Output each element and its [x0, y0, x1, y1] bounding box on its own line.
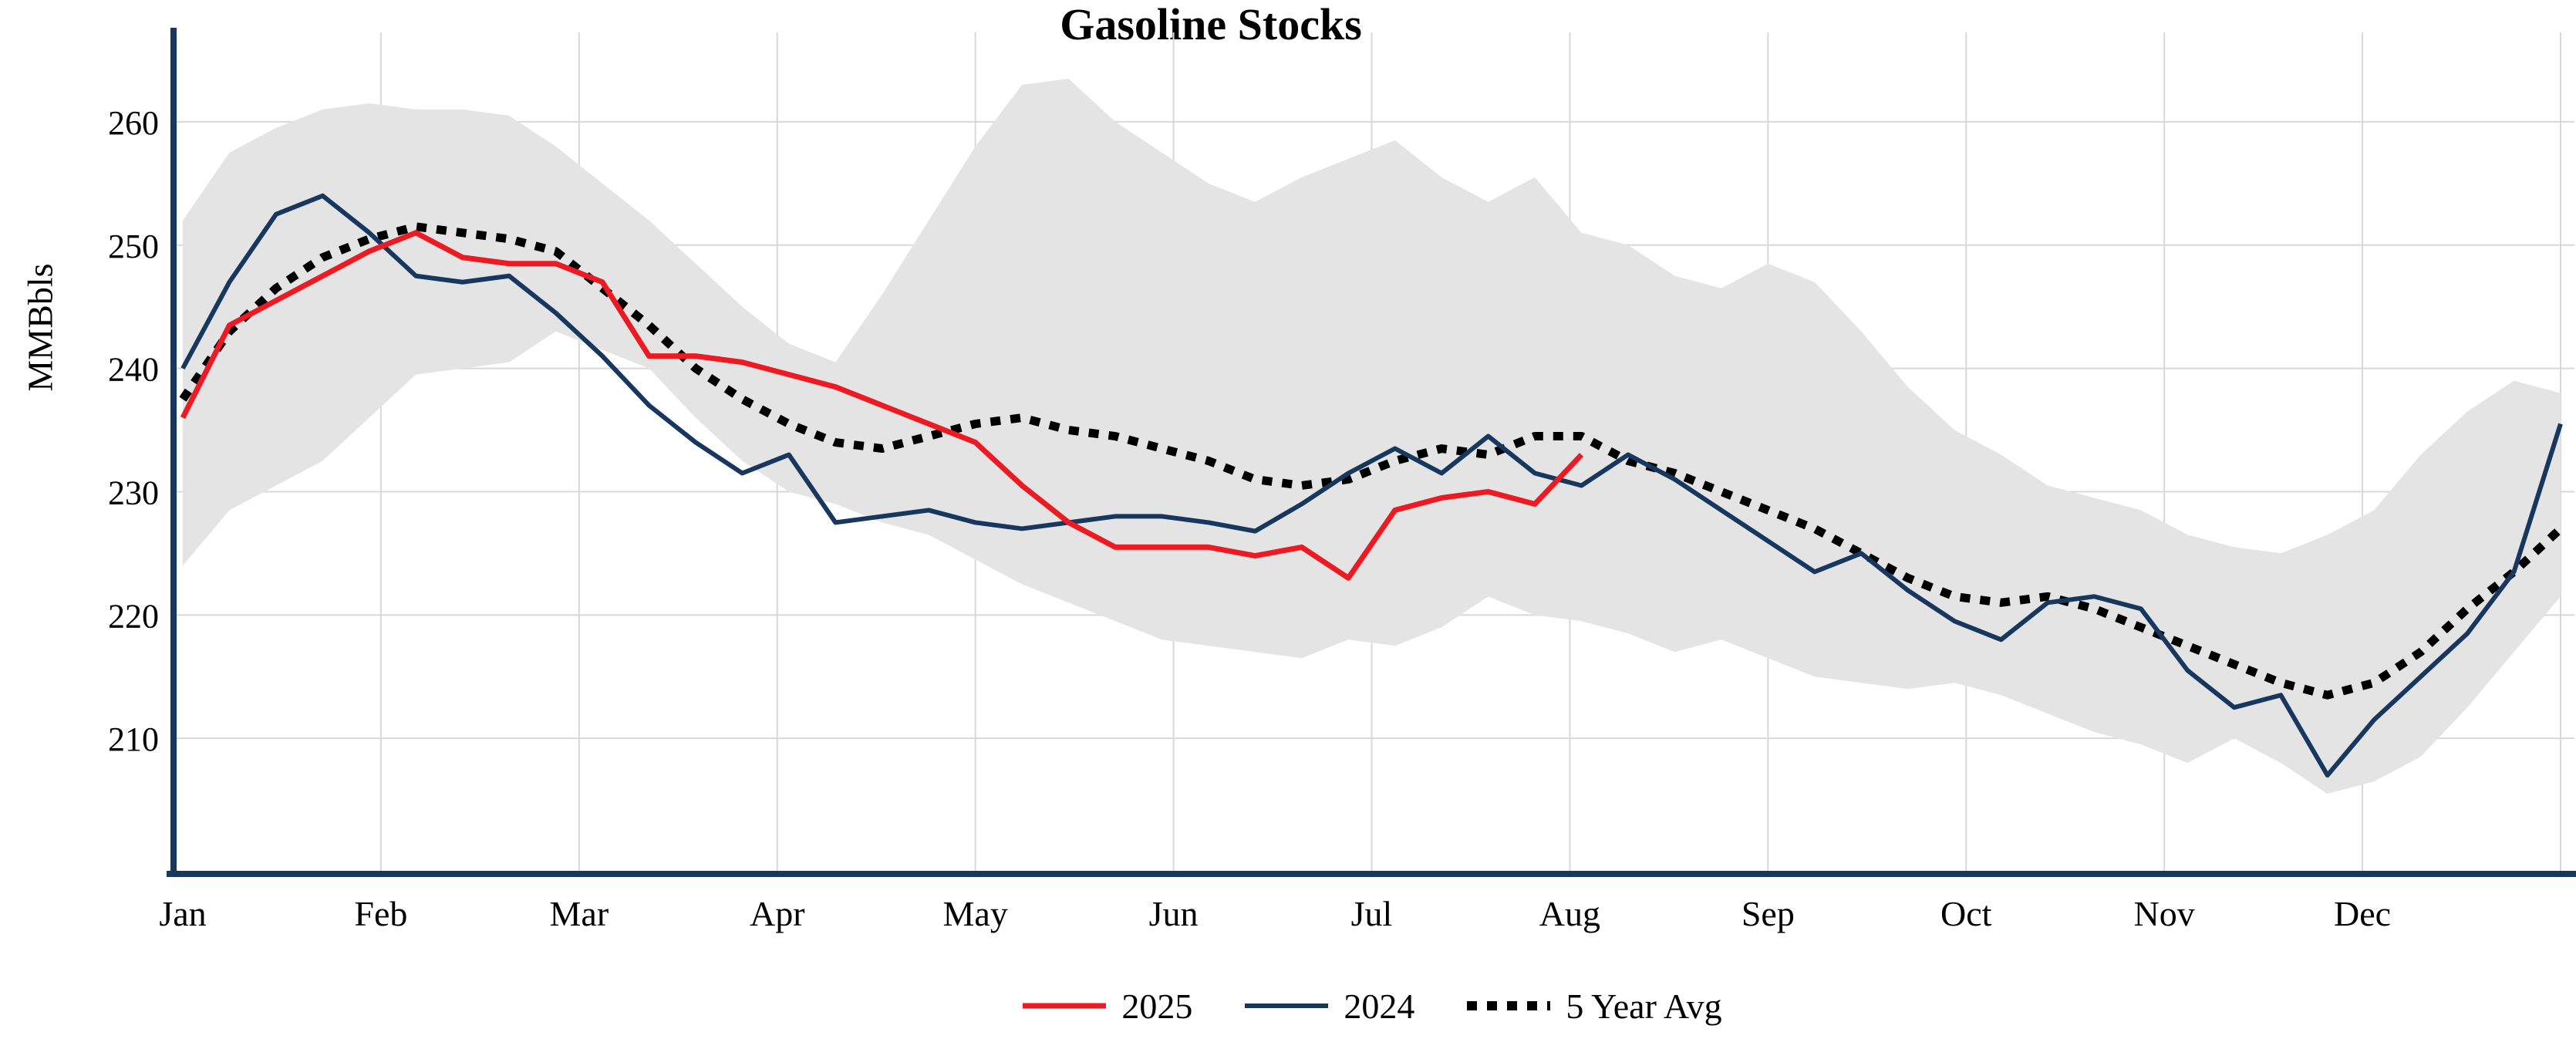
- x-month-label: Feb: [354, 894, 407, 933]
- series-line-2025: [180, 230, 1584, 581]
- chart-legend: 2025 2024 5 Year Avg: [174, 973, 2568, 1038]
- x-month-label: May: [943, 894, 1008, 933]
- y-tick-label: 260: [108, 104, 159, 142]
- legend-item-2024: 2024: [1242, 986, 1414, 1027]
- x-month-label: Apr: [750, 894, 805, 933]
- x-month-label: Mar: [550, 894, 609, 933]
- x-month-label: Aug: [1539, 894, 1600, 933]
- x-month-label: Jun: [1149, 894, 1199, 933]
- legend-swatch-2025: [1023, 1003, 1107, 1009]
- legend-label: 2024: [1344, 986, 1415, 1026]
- x-month-label: Sep: [1741, 894, 1795, 933]
- x-month-label: Dec: [2334, 894, 2391, 933]
- x-month-label: Nov: [2134, 894, 2195, 933]
- x-month-label: Jan: [159, 894, 206, 933]
- series-line-2024: [180, 193, 2563, 778]
- y-tick-label: 230: [108, 474, 159, 511]
- chart-title: Gasoline Stocks: [1060, 0, 1362, 49]
- x-month-label: Oct: [1940, 894, 1992, 933]
- legend-label: 5 Year Avg: [1566, 986, 1722, 1026]
- five-year-range-band: [183, 78, 2561, 794]
- legend-swatch-5-year-avg: [1467, 1001, 1551, 1010]
- y-tick-label: 250: [108, 228, 159, 265]
- y-tick-label: 220: [108, 597, 159, 635]
- legend-item-2025: 2025: [1020, 986, 1192, 1027]
- y-tick-label: 240: [108, 351, 159, 389]
- legend-label: 2025: [1121, 986, 1193, 1026]
- legend-swatch-2024: [1245, 1003, 1329, 1008]
- legend-item-5-year-avg: 5 Year Avg: [1464, 986, 1722, 1027]
- y-tick-label: 210: [108, 720, 159, 758]
- x-month-label: Jul: [1351, 894, 1393, 933]
